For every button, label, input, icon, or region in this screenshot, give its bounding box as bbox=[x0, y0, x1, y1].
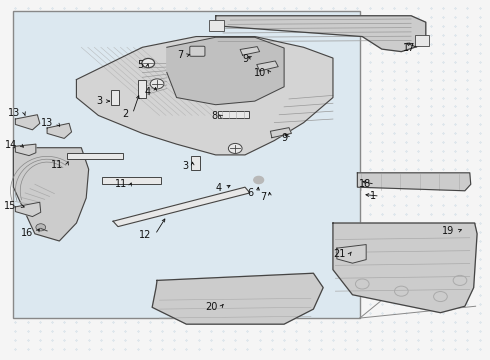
Bar bbox=[67, 153, 123, 159]
Text: 16: 16 bbox=[21, 228, 33, 238]
Polygon shape bbox=[15, 144, 36, 156]
Text: 3: 3 bbox=[96, 96, 102, 106]
Text: 3: 3 bbox=[183, 161, 189, 171]
Text: 21: 21 bbox=[333, 249, 345, 259]
Polygon shape bbox=[76, 37, 333, 155]
Text: 9: 9 bbox=[243, 54, 249, 64]
Text: 11: 11 bbox=[51, 159, 63, 170]
Polygon shape bbox=[240, 46, 260, 55]
Bar bbox=[102, 177, 161, 184]
FancyBboxPatch shape bbox=[190, 46, 205, 56]
Circle shape bbox=[228, 143, 242, 153]
Bar bbox=[415, 35, 429, 45]
Polygon shape bbox=[357, 173, 471, 191]
Text: 5: 5 bbox=[138, 60, 144, 70]
Polygon shape bbox=[167, 37, 284, 105]
Text: 8: 8 bbox=[211, 111, 217, 121]
Text: 20: 20 bbox=[205, 302, 217, 312]
Polygon shape bbox=[270, 128, 292, 138]
Text: 17: 17 bbox=[403, 43, 415, 53]
Text: 13: 13 bbox=[41, 118, 53, 128]
Text: 1: 1 bbox=[370, 191, 376, 201]
Circle shape bbox=[142, 58, 155, 68]
Bar bbox=[218, 111, 249, 118]
Text: 11: 11 bbox=[115, 179, 127, 189]
Circle shape bbox=[36, 224, 46, 231]
Text: 4: 4 bbox=[145, 87, 151, 98]
Bar bbox=[139, 80, 147, 98]
Polygon shape bbox=[13, 148, 89, 241]
Text: 6: 6 bbox=[247, 188, 254, 198]
Polygon shape bbox=[257, 61, 278, 71]
Bar bbox=[111, 90, 120, 105]
Circle shape bbox=[254, 176, 264, 184]
Text: 7: 7 bbox=[260, 192, 266, 202]
Text: 7: 7 bbox=[177, 50, 183, 60]
Polygon shape bbox=[15, 202, 41, 217]
Polygon shape bbox=[113, 187, 250, 226]
Text: 4: 4 bbox=[216, 183, 221, 193]
Polygon shape bbox=[47, 123, 72, 138]
Text: 10: 10 bbox=[254, 68, 266, 78]
Circle shape bbox=[150, 79, 164, 89]
Polygon shape bbox=[216, 16, 426, 51]
Polygon shape bbox=[333, 223, 477, 313]
Polygon shape bbox=[15, 115, 40, 130]
Text: 14: 14 bbox=[4, 140, 17, 150]
Text: 12: 12 bbox=[139, 230, 151, 239]
Bar bbox=[191, 156, 200, 170]
Text: 18: 18 bbox=[359, 179, 371, 189]
Polygon shape bbox=[337, 244, 366, 263]
Text: 2: 2 bbox=[122, 109, 129, 119]
Text: 9: 9 bbox=[282, 133, 288, 143]
Bar bbox=[209, 21, 224, 31]
Text: 13: 13 bbox=[8, 108, 20, 118]
Text: 15: 15 bbox=[4, 201, 17, 211]
Polygon shape bbox=[152, 273, 323, 324]
Bar bbox=[13, 12, 360, 318]
Text: 19: 19 bbox=[442, 226, 454, 236]
